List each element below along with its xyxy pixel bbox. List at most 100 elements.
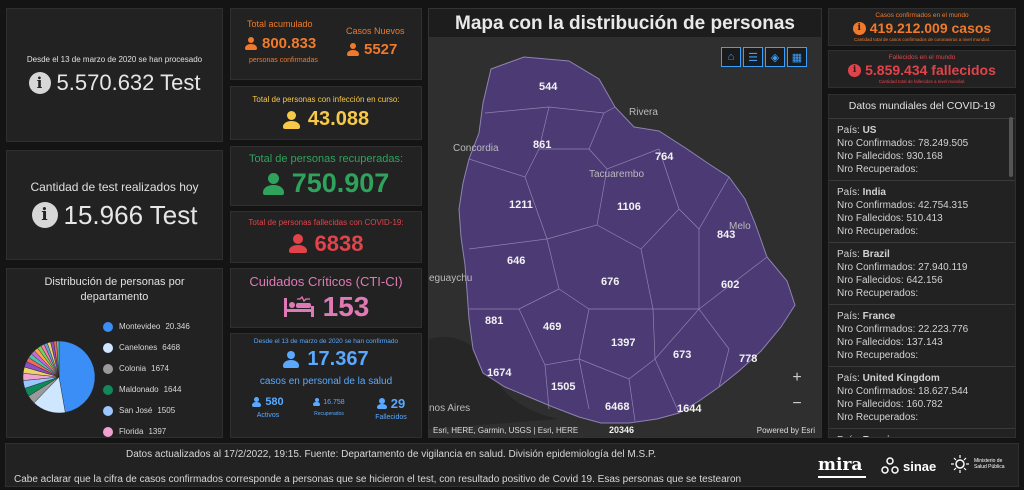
confirmed-label: Nro Confirmados: <box>837 138 916 149</box>
legend-label: Canelones <box>119 343 158 352</box>
dept-value[interactable]: 469 <box>543 321 562 333</box>
fallecidas-panel: Total de personas fallecidas con COVID-1… <box>230 211 422 263</box>
dept-value[interactable]: 1505 <box>551 381 576 393</box>
recuperadas-panel: Total de personas recuperadas: 750.907 <box>230 146 422 206</box>
msp-label: Ministerio de Salud Pública <box>974 458 1005 470</box>
place-label: eguaychu <box>429 273 473 284</box>
pie-slice[interactable] <box>56 340 60 378</box>
person-icon <box>252 397 262 407</box>
person-icon <box>313 398 321 406</box>
deaths-label: Nro Fallecidos: <box>837 399 904 410</box>
world-list-item[interactable]: País: India Nro Confirmados: 42.754.315 Nr… <box>829 180 1015 242</box>
salud-value: 17.367 <box>307 348 369 370</box>
map-panel[interactable]: Mapa con la distribución de personas ⌂ ☰… <box>428 8 822 438</box>
legend-item[interactable]: Montevideo 20.346 <box>103 316 190 337</box>
person-icon <box>347 43 359 56</box>
dept-value[interactable]: 778 <box>739 353 758 365</box>
world-list-item[interactable]: País: United Kingdom Nro Confirmados: 18.… <box>829 366 1015 428</box>
world-list-item[interactable]: País: Brazil Nro Confirmados: 27.940.119 N… <box>829 242 1015 304</box>
world-list[interactable]: País: US Nro Confirmados: 78.249.505 Nro F… <box>829 118 1015 437</box>
info-icon: i <box>31 202 58 228</box>
deaths-value: 160.782 <box>906 399 943 410</box>
dept-value[interactable]: 646 <box>507 255 526 267</box>
deaths-label: Nro Fallecidos: <box>837 275 904 286</box>
total-acumulado-value: 800.833 <box>262 35 317 52</box>
place-label: Tacuarembo <box>589 169 645 180</box>
recovered-label: Nro Recuperados: <box>837 226 919 237</box>
dept-value[interactable]: 602 <box>721 279 740 291</box>
map-powered-by[interactable]: Powered by Esri <box>756 426 815 435</box>
activos-label: Activos <box>256 412 280 419</box>
world-list-item[interactable]: País: RussiaNro Confirmados: 14.624.423N… <box>829 428 1015 437</box>
dept-value[interactable]: 1644 <box>677 403 702 415</box>
pais-label: País: <box>837 249 860 260</box>
fallecidos-label: Fallecidos <box>375 414 407 421</box>
msp-logo[interactable]: Ministerio de Salud Pública <box>950 454 1014 474</box>
legend-item[interactable]: Canelones 6468 <box>103 337 190 358</box>
zoom-in-button[interactable]: + <box>792 369 802 386</box>
dept-value[interactable]: 1106 <box>617 201 641 213</box>
legend-swatch <box>103 426 113 437</box>
footer-line1: Datos actualizados al 17/2/2022, 19:15. … <box>126 449 657 460</box>
home-button[interactable]: ⌂ <box>721 47 741 67</box>
country-name: US <box>862 125 877 136</box>
distribution-title: Distribución de personas por departament… <box>44 276 185 303</box>
scrollbar[interactable] <box>1009 117 1013 177</box>
sinae-logo[interactable]: sinae <box>880 456 936 476</box>
dept-value[interactable]: 1211 <box>509 199 533 211</box>
dept-value[interactable]: 843 <box>717 229 736 241</box>
dept-value[interactable]: 881 <box>485 315 504 327</box>
legend-label: Florida <box>119 427 144 436</box>
confirmed-value: 22.223.776 <box>918 324 969 335</box>
dept-value[interactable]: 544 <box>539 81 558 93</box>
world-list-panel[interactable]: Datos mundiales del COVID-19 País: US Nro… <box>828 94 1016 438</box>
pie-slice[interactable] <box>58 340 96 413</box>
world-cases-panel: Casos confirmados en el mundo i 419.212.… <box>828 8 1016 46</box>
recovered-label: Nro Recuperados: <box>837 164 919 175</box>
confirmed-label: Nro Confirmados: <box>837 200 916 211</box>
pais-label: País: <box>837 311 860 322</box>
dept-value[interactable]: 673 <box>673 349 692 361</box>
world-list-item[interactable]: País: US Nro Confirmados: 78.249.505 Nro F… <box>829 118 1015 180</box>
world-cases-caption: Casos confirmados en el mundo <box>875 12 969 19</box>
legend-button[interactable]: ☰ <box>743 47 763 67</box>
dept-value[interactable]: 1397 <box>611 337 636 349</box>
salud-sub: casos en personal de la salud <box>259 376 393 387</box>
dept-value[interactable]: 1674 <box>487 367 512 379</box>
dept-value[interactable]: 861 <box>533 139 552 151</box>
world-list-title: Datos mundiales del COVID-19 <box>848 100 996 112</box>
world-cases-value: 419.212.009 casos <box>869 20 992 36</box>
mira-logo[interactable]: mira <box>818 454 866 478</box>
total-acumulado-sub: personas confirmadas <box>249 57 318 64</box>
world-list-item[interactable]: País: France Nro Confirmados: 22.223.776 N… <box>829 304 1015 366</box>
dept-value[interactable]: 764 <box>655 151 674 163</box>
casos-nuevos-label: Casos Nuevos <box>346 26 405 36</box>
uruguay-map[interactable] <box>429 9 822 438</box>
dept-value[interactable]: 6468 <box>605 401 630 413</box>
legend-value: 1644 <box>163 385 182 394</box>
legend-item[interactable]: San José 1505 <box>103 400 190 421</box>
dept-value[interactable]: 676 <box>601 276 620 288</box>
distribution-panel: Distribución de personas por departament… <box>6 268 223 438</box>
country-name: Brazil <box>862 249 890 260</box>
recuperados-value: 16.758 <box>323 398 345 406</box>
zoom-out-button[interactable]: − <box>792 395 802 412</box>
legend-item[interactable]: Maldonado 1644 <box>103 379 190 400</box>
person-icon <box>283 351 300 368</box>
confirmed-value: 78.249.505 <box>918 138 969 149</box>
pie-chart[interactable] <box>21 339 97 415</box>
legend-swatch <box>103 321 113 332</box>
world-cases-sub: Cantidad total de casos confirmados de c… <box>853 37 991 42</box>
fallecidas-value: 6838 <box>314 230 364 256</box>
cti-value: 153 <box>322 290 370 322</box>
layers-button[interactable]: ◈ <box>765 47 785 67</box>
info-icon: i <box>848 63 862 77</box>
legend-item[interactable]: Colonia 1674 <box>103 358 190 379</box>
basemap-button[interactable]: ▦ <box>787 47 807 67</box>
recuperadas-value: 750.907 <box>291 168 390 198</box>
legend-item[interactable]: Florida 1397 <box>103 421 190 437</box>
tests-today-caption: Cantidad de test realizados hoy <box>30 179 199 194</box>
dept-value[interactable]: 20346 <box>609 425 635 435</box>
person-icon <box>262 172 284 195</box>
place-label: nos Aires <box>429 403 471 414</box>
